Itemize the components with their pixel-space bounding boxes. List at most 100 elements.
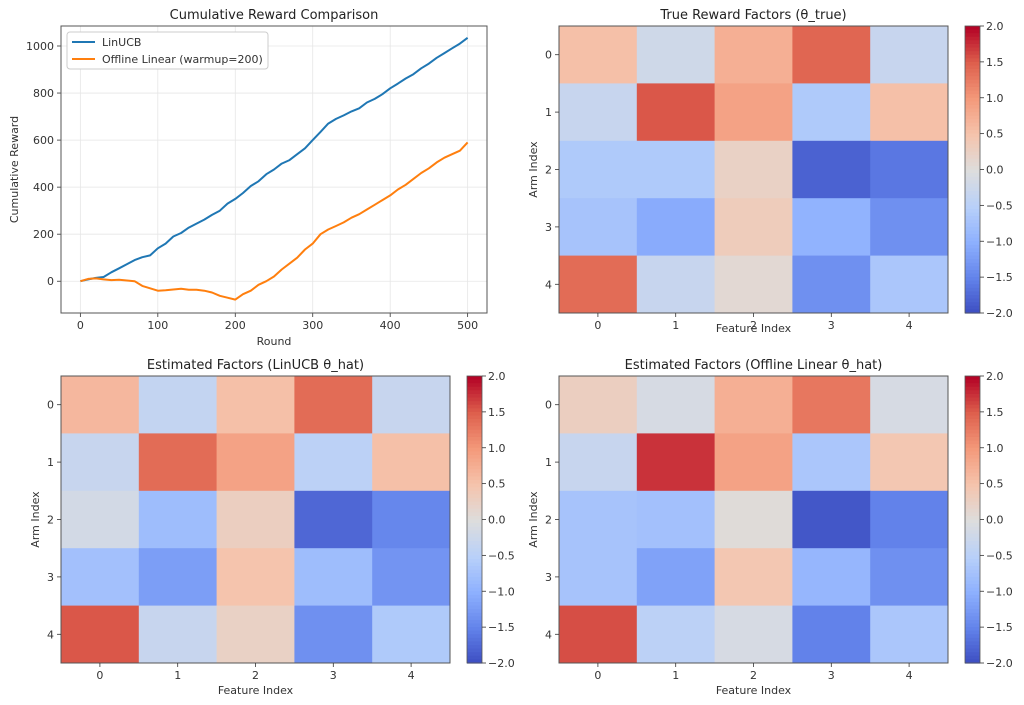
colorbar-segment xyxy=(965,462,980,467)
colorbar-segment xyxy=(965,433,980,438)
colorbar-segment xyxy=(965,569,980,574)
colorbar-segment xyxy=(965,393,980,399)
y-axis-label: Arm Index xyxy=(527,141,540,198)
colorbar-segment xyxy=(965,295,980,300)
colorbar-segment xyxy=(965,641,980,646)
heatmap-cell xyxy=(216,605,295,664)
heatmap-cell xyxy=(294,433,373,492)
colorbar-segment xyxy=(467,569,482,574)
heatmap-cell xyxy=(372,376,451,434)
colorbar-segment xyxy=(965,40,980,45)
colorbar-segment xyxy=(965,130,980,135)
colorbar-segment xyxy=(965,47,980,52)
colorbar-segment xyxy=(467,602,482,607)
colorbar-segment xyxy=(467,454,482,460)
x-axis-label: Feature Index xyxy=(218,684,294,697)
heatmap-cell xyxy=(636,198,716,257)
heatmap-cell xyxy=(372,433,451,492)
colorbar-segment xyxy=(965,208,980,214)
colorbar-segment xyxy=(965,408,980,413)
colorbar-segment xyxy=(965,616,980,621)
heatmap-cell xyxy=(792,605,871,664)
y-tick-label: 1 xyxy=(47,456,54,469)
colorbar-segment xyxy=(965,248,980,253)
colorbar-segment xyxy=(965,447,980,452)
colorbar-segment xyxy=(965,277,980,282)
heatmap-cell xyxy=(870,83,949,142)
colorbar-segment xyxy=(467,390,482,395)
colorbar-segment xyxy=(965,165,980,171)
colorbar-segment xyxy=(467,401,482,406)
x-tick-label: 3 xyxy=(330,669,337,682)
x-tick-label: 3 xyxy=(828,669,835,682)
colorbar-segment xyxy=(965,454,980,460)
heatmap-cell xyxy=(714,433,793,492)
colorbar-segment xyxy=(467,655,482,661)
colorbar-segment xyxy=(965,576,980,582)
y-tick-label: 400 xyxy=(33,181,54,194)
colorbar-segment xyxy=(965,86,980,92)
colorbar-segment xyxy=(467,512,482,517)
colorbar-segment xyxy=(965,383,980,388)
colorbar-segment xyxy=(467,623,482,628)
x-axis-label: Round xyxy=(257,335,292,348)
colorbar-tick-label: 1.0 xyxy=(488,442,506,455)
heatmap-cell xyxy=(792,255,871,314)
colorbar-segment xyxy=(965,137,980,142)
colorbar-segment xyxy=(965,241,980,246)
x-tick-label: 400 xyxy=(380,319,401,332)
colorbar-segment xyxy=(467,483,482,488)
heatmap-cell xyxy=(138,548,218,607)
colorbar-segment xyxy=(965,401,980,406)
x-tick-label: 1 xyxy=(672,319,679,332)
heatmap-cell xyxy=(559,605,638,664)
colorbar-segment xyxy=(467,415,482,420)
colorbar-segment xyxy=(965,411,980,417)
heatmap-cell xyxy=(714,26,793,84)
colorbar-segment xyxy=(965,480,980,485)
legend-box xyxy=(66,31,269,70)
chart-title: True Reward Factors (θ_true) xyxy=(659,8,846,23)
heatmap-cell xyxy=(714,83,793,142)
y-tick-label: 0 xyxy=(545,399,552,412)
colorbar-segment xyxy=(965,519,980,524)
x-tick-label: 0 xyxy=(594,319,601,332)
colorbar-segment xyxy=(965,444,980,449)
colorbar-segment xyxy=(965,419,980,424)
colorbar-segment xyxy=(965,201,980,206)
colorbar-segment xyxy=(965,440,980,445)
x-tick-label: 300 xyxy=(302,319,323,332)
y-tick-label: 0 xyxy=(47,275,54,288)
colorbar-segment xyxy=(965,230,980,235)
colorbar-segment xyxy=(965,133,980,138)
colorbar-segment xyxy=(965,537,980,542)
colorbar-segment xyxy=(965,262,980,267)
heatmap-cell xyxy=(714,140,793,199)
heatmap-cell xyxy=(870,490,949,549)
colorbar-segment xyxy=(965,58,980,63)
colorbar-segment xyxy=(467,598,482,603)
colorbar-segment xyxy=(965,566,980,571)
colorbar-segment xyxy=(965,594,980,600)
colorbar-segment xyxy=(965,645,980,650)
colorbar-segment xyxy=(965,115,980,120)
colorbar-segment xyxy=(965,505,980,510)
colorbar-segment xyxy=(965,458,980,463)
colorbar-segment xyxy=(965,497,980,503)
colorbar-segment xyxy=(467,393,482,399)
colorbar-segment xyxy=(965,533,980,539)
colorbar-segment xyxy=(965,637,980,643)
heatmap-cell xyxy=(559,140,638,199)
colorbar-segment xyxy=(965,244,980,250)
heatmap-cell xyxy=(714,376,793,434)
colorbar-segment xyxy=(965,390,980,395)
heatmap-cell xyxy=(714,605,793,664)
colorbar-segment xyxy=(965,469,980,474)
heatmap-cell xyxy=(216,433,295,492)
x-tick-label: 2 xyxy=(750,669,757,682)
colorbar-segment xyxy=(467,533,482,539)
colorbar-segment xyxy=(965,112,980,117)
colorbar-segment xyxy=(965,223,980,228)
heatmap-cell xyxy=(870,198,949,257)
colorbar-segment xyxy=(965,29,980,34)
